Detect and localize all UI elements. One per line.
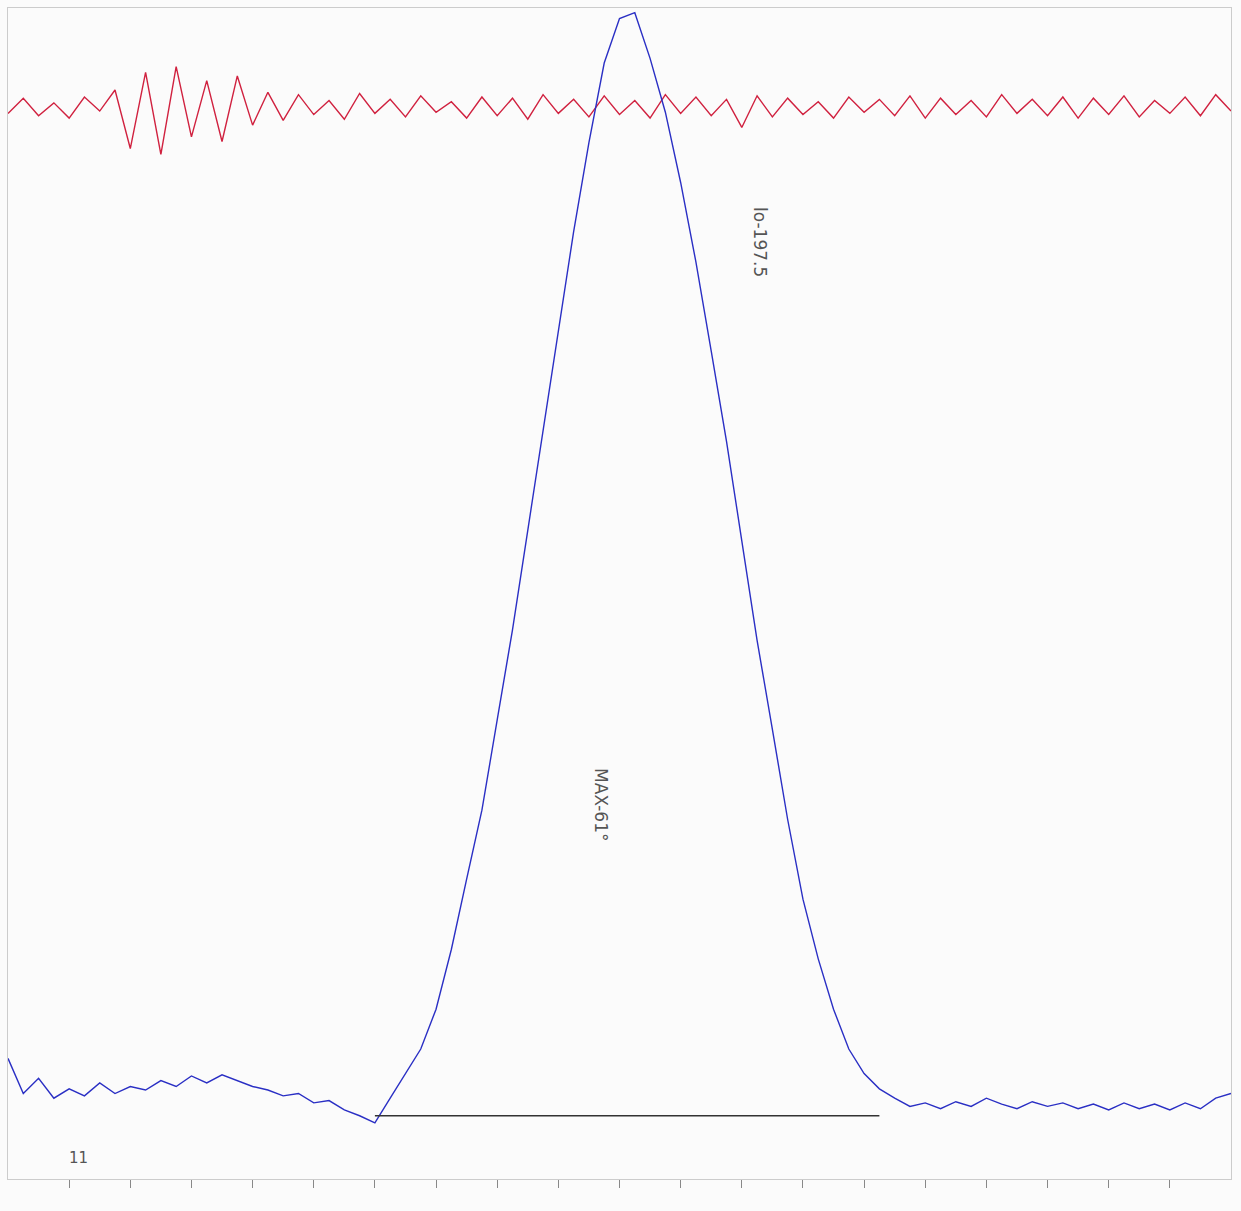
svg-text:lo-197.5: lo-197.5 <box>750 207 770 277</box>
svg-text:MAX-61°: MAX-61° <box>591 768 611 841</box>
svg-text:11: 11 <box>69 1149 88 1167</box>
